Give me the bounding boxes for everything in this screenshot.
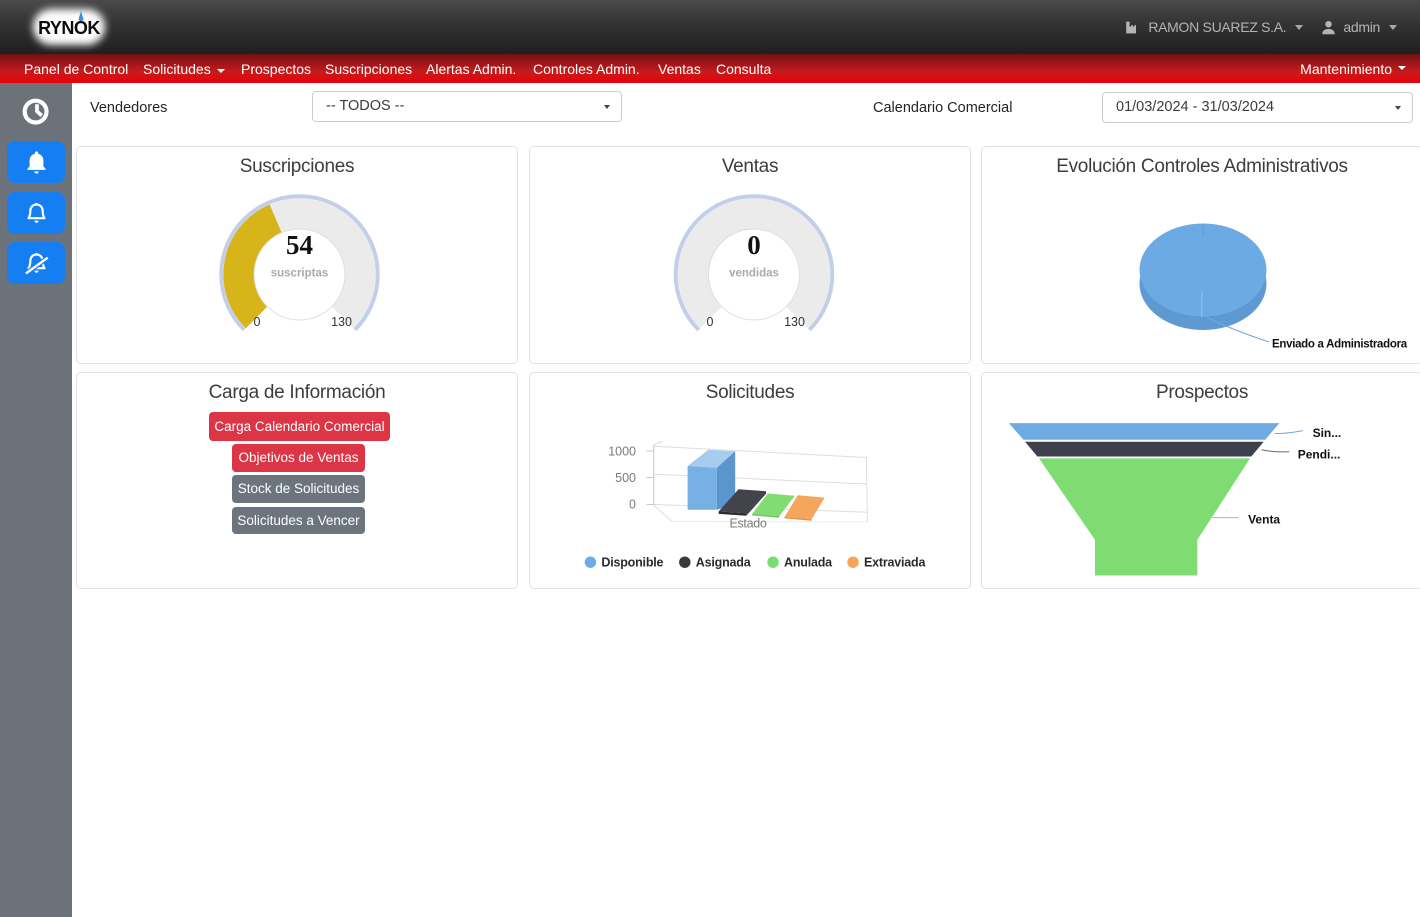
svg-text:Enviado a Administradora: Enviado a Administradora: [1272, 339, 1408, 351]
svg-text:Pendi...: Pendi...: [1298, 448, 1341, 462]
svg-text:0: 0: [707, 315, 714, 329]
svg-text:Disponible: Disponible: [601, 556, 663, 570]
svg-text:130: 130: [784, 315, 805, 329]
svg-text:vendidas: vendidas: [729, 268, 779, 280]
svg-text:suscriptas: suscriptas: [271, 268, 329, 280]
svg-text:0: 0: [254, 315, 261, 329]
svg-text:0: 0: [747, 230, 761, 260]
svg-text:Extraviada: Extraviada: [864, 556, 926, 570]
svg-text:54: 54: [286, 230, 313, 260]
svg-text:130: 130: [331, 315, 352, 329]
svg-text:Anulada: Anulada: [784, 556, 833, 570]
svg-text:1000: 1000: [608, 445, 636, 459]
svg-text:Estado: Estado: [729, 517, 766, 531]
svg-text:0: 0: [629, 498, 636, 512]
svg-text:Venta: Venta: [1248, 513, 1280, 527]
svg-text:Asignada: Asignada: [696, 556, 752, 570]
svg-text:Sin...: Sin...: [1313, 426, 1342, 440]
svg-text:500: 500: [615, 471, 636, 485]
